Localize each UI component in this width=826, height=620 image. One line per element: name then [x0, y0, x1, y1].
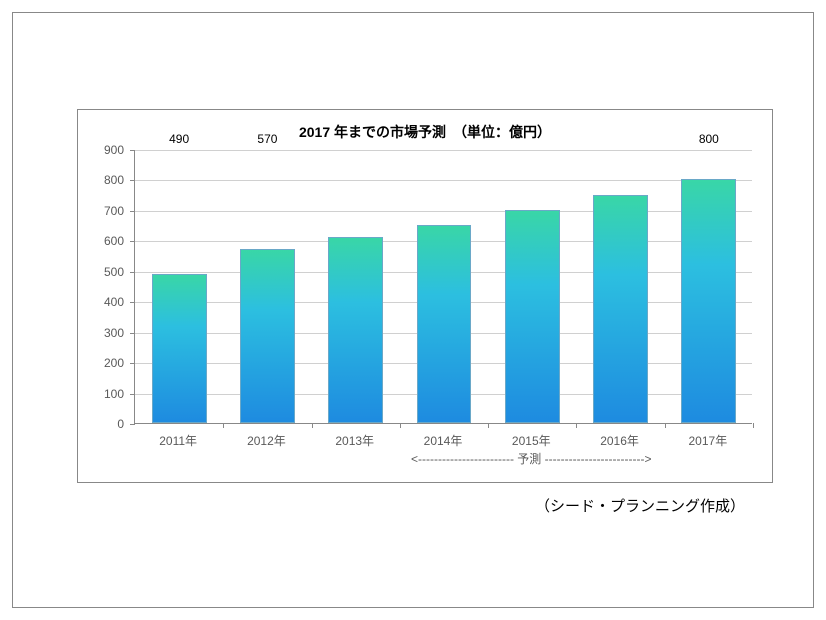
x-tick-mark [400, 423, 401, 428]
x-tick-mark [576, 423, 577, 428]
gridline [135, 180, 752, 181]
y-tick-label: 700 [78, 204, 124, 218]
y-tick-label: 900 [78, 143, 124, 157]
y-tick-mark [130, 333, 135, 334]
y-tick-mark [130, 241, 135, 242]
y-tick-label: 0 [78, 417, 124, 431]
bar [505, 210, 560, 423]
x-tick-label: 2014年 [424, 432, 463, 449]
x-tick-label: 2017年 [688, 432, 727, 449]
y-tick-label: 800 [78, 173, 124, 187]
attribution-text: （シード・プランニング作成） [535, 495, 745, 516]
x-tick-label: 2011年 [159, 432, 197, 449]
y-tick-label: 600 [78, 234, 124, 248]
y-tick-mark [130, 180, 135, 181]
x-tick-mark [223, 423, 224, 428]
x-tick-label: 2016年 [600, 432, 639, 449]
forecast-annotation: <------------------------ 予測 -----------… [411, 450, 652, 467]
y-tick-label: 400 [78, 295, 124, 309]
outer-frame: 2017 年までの市場予測 （単位：億円） 010020030040050060… [12, 12, 814, 608]
y-tick-mark [130, 302, 135, 303]
bar [328, 237, 383, 423]
bar [240, 249, 295, 423]
y-tick-mark [130, 211, 135, 212]
bar-value-label: 800 [681, 132, 736, 175]
y-tick-mark [130, 363, 135, 364]
gridline [135, 150, 752, 151]
bar [681, 179, 736, 423]
x-tick-mark [312, 423, 313, 428]
y-tick-label: 200 [78, 356, 124, 370]
x-tick-label: 2013年 [335, 432, 374, 449]
x-tick-label: 2015年 [512, 432, 551, 449]
x-tick-mark [488, 423, 489, 428]
x-tick-mark [665, 423, 666, 428]
plot-area: 490570800 [134, 150, 752, 424]
y-tick-label: 100 [78, 387, 124, 401]
x-tick-label: 2012年 [247, 432, 286, 449]
y-tick-mark [130, 272, 135, 273]
bar [417, 225, 472, 423]
chart-panel: 2017 年までの市場予測 （単位：億円） 010020030040050060… [77, 109, 773, 483]
y-tick-mark [130, 150, 135, 151]
gridline [135, 211, 752, 212]
y-tick-label: 300 [78, 326, 124, 340]
bar [152, 274, 207, 423]
bar-value-label: 570 [240, 132, 295, 245]
y-tick-label: 500 [78, 265, 124, 279]
x-tick-mark [753, 423, 754, 428]
bar [593, 195, 648, 423]
y-tick-mark [130, 394, 135, 395]
y-tick-mark [130, 424, 135, 425]
bar-value-label: 490 [152, 132, 207, 270]
